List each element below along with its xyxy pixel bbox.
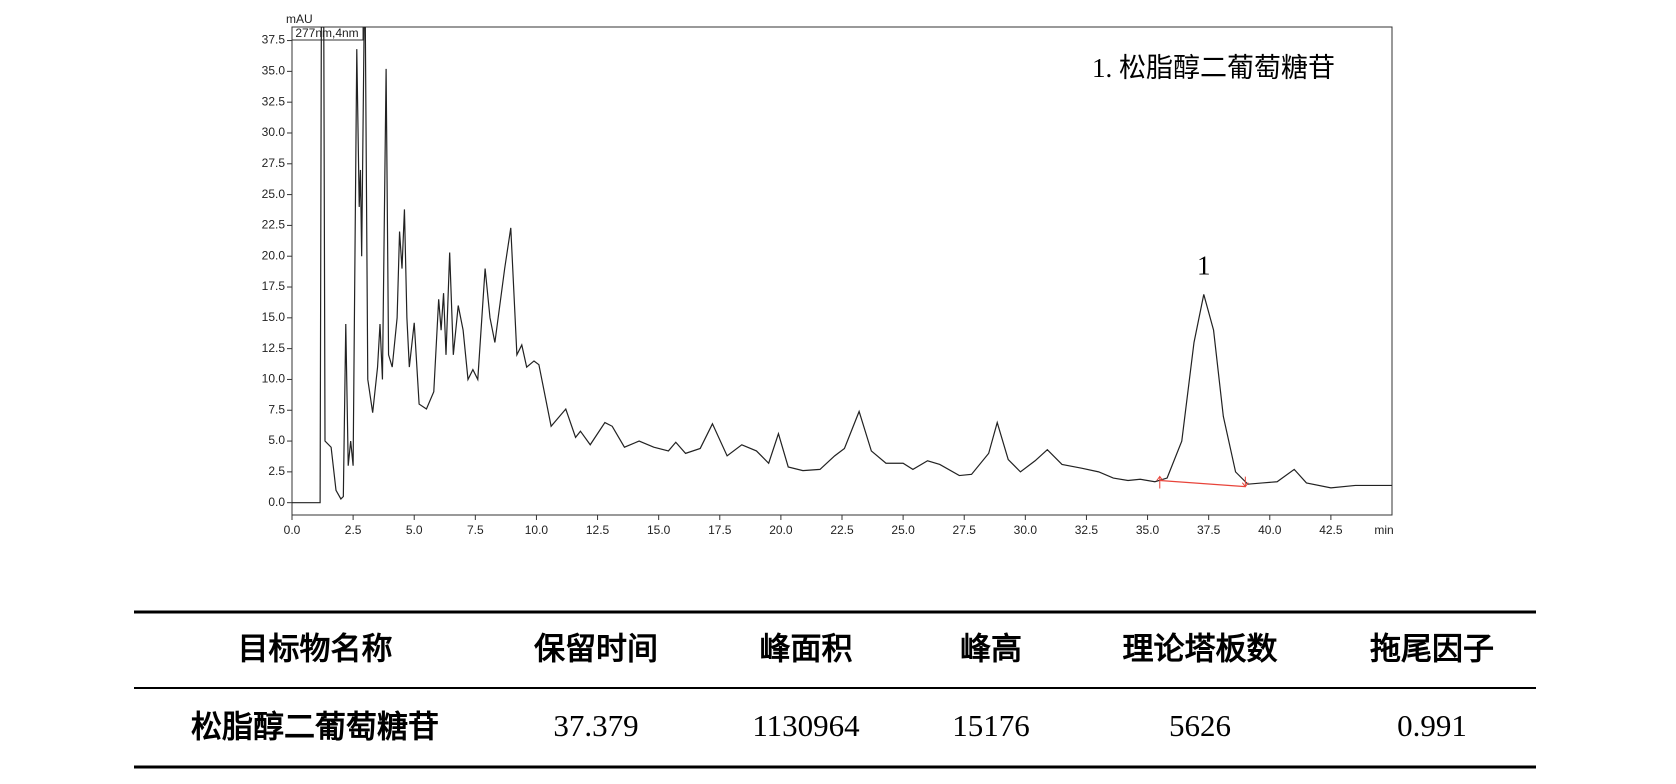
x-tick-label: 25.0 bbox=[891, 523, 915, 537]
chart: 0.0 2.5 5.0 7.5 10.0 12.5 15.0 17.5 20.0 22.5 25.0… bbox=[262, 27, 1392, 537]
table-cell: 15176 bbox=[952, 708, 1030, 743]
table-header-cell: 目标物名称 bbox=[238, 632, 393, 668]
x-tick-label: 22.5 bbox=[830, 523, 854, 537]
y-tick-label: 12.5 bbox=[262, 341, 286, 355]
y-tick-label: 20.0 bbox=[262, 248, 286, 262]
y-tick-label: 7.5 bbox=[268, 402, 285, 416]
x-tick-label: 10.0 bbox=[525, 523, 549, 537]
y-axis-label: mAU bbox=[286, 12, 313, 26]
y-tick-label: 35.0 bbox=[262, 64, 286, 78]
baseline-end-arrow bbox=[1241, 476, 1249, 488]
table-cell: 37.379 bbox=[553, 708, 638, 743]
table-header-cell: 保留时间 bbox=[534, 632, 658, 668]
detector-box bbox=[291, 26, 364, 41]
x-tick-label: 40.0 bbox=[1258, 523, 1282, 537]
x-tick-label: 27.5 bbox=[953, 523, 977, 537]
x-tick-label: 5.0 bbox=[406, 523, 423, 537]
x-tick-label: 35.0 bbox=[1136, 523, 1160, 537]
table-header-cell: 理论塔板数 bbox=[1123, 632, 1278, 668]
table-cell: 1130964 bbox=[752, 708, 860, 743]
y-tick-label: 27.5 bbox=[262, 156, 286, 170]
integration-baseline bbox=[1159, 479, 1246, 488]
x-tick-label: 17.5 bbox=[708, 523, 732, 537]
table-header-cell: 峰面积 bbox=[760, 632, 853, 668]
x-tick-label: 42.5 bbox=[1319, 523, 1343, 537]
plot-frame bbox=[291, 26, 1393, 516]
x-tick-label: 32.5 bbox=[1075, 523, 1099, 537]
x-tick-label: 0.0 bbox=[284, 523, 301, 537]
x-tick-label: 30.0 bbox=[1014, 523, 1038, 537]
y-tick-label: 5.0 bbox=[268, 433, 285, 447]
table-header-cell: 峰高 bbox=[960, 632, 1022, 668]
x-tick-label: 2.5 bbox=[345, 523, 362, 537]
x-axis-label: min bbox=[1374, 523, 1393, 537]
y-tick-label: 37.5 bbox=[262, 33, 286, 47]
peak-label: 1 bbox=[1197, 251, 1211, 281]
detector-label: 277nm,4nm bbox=[295, 26, 358, 40]
y-tick-label: 10.0 bbox=[262, 372, 286, 386]
y-tick-label: 22.5 bbox=[262, 218, 286, 232]
x-tick-label: 15.0 bbox=[647, 523, 671, 537]
x-tick-label: 20.0 bbox=[769, 523, 793, 537]
baseline-start-arrow bbox=[1156, 475, 1164, 489]
table-cell: 松脂醇二葡萄糖苷 bbox=[191, 710, 439, 746]
table-cell: 0.991 bbox=[1397, 708, 1467, 743]
table-cell: 5626 bbox=[1169, 708, 1231, 743]
table-header-cell: 拖尾因子 bbox=[1370, 632, 1494, 668]
y-tick-label: 2.5 bbox=[268, 464, 285, 478]
x-tick-label: 7.5 bbox=[467, 523, 484, 537]
y-tick-label: 0.0 bbox=[268, 495, 285, 509]
x-tick-label: 12.5 bbox=[586, 523, 610, 537]
chromatogram-line bbox=[292, 27, 1392, 504]
y-tick-label: 17.5 bbox=[262, 279, 286, 293]
y-tick-label: 30.0 bbox=[262, 125, 286, 139]
y-tick-label: 25.0 bbox=[262, 187, 286, 201]
y-tick-label: 32.5 bbox=[262, 94, 286, 108]
annotation: 1. 松脂醇二葡萄糖苷 bbox=[1092, 53, 1335, 83]
y-tick-label: 15.0 bbox=[262, 310, 286, 324]
x-tick-label: 37.5 bbox=[1197, 523, 1221, 537]
